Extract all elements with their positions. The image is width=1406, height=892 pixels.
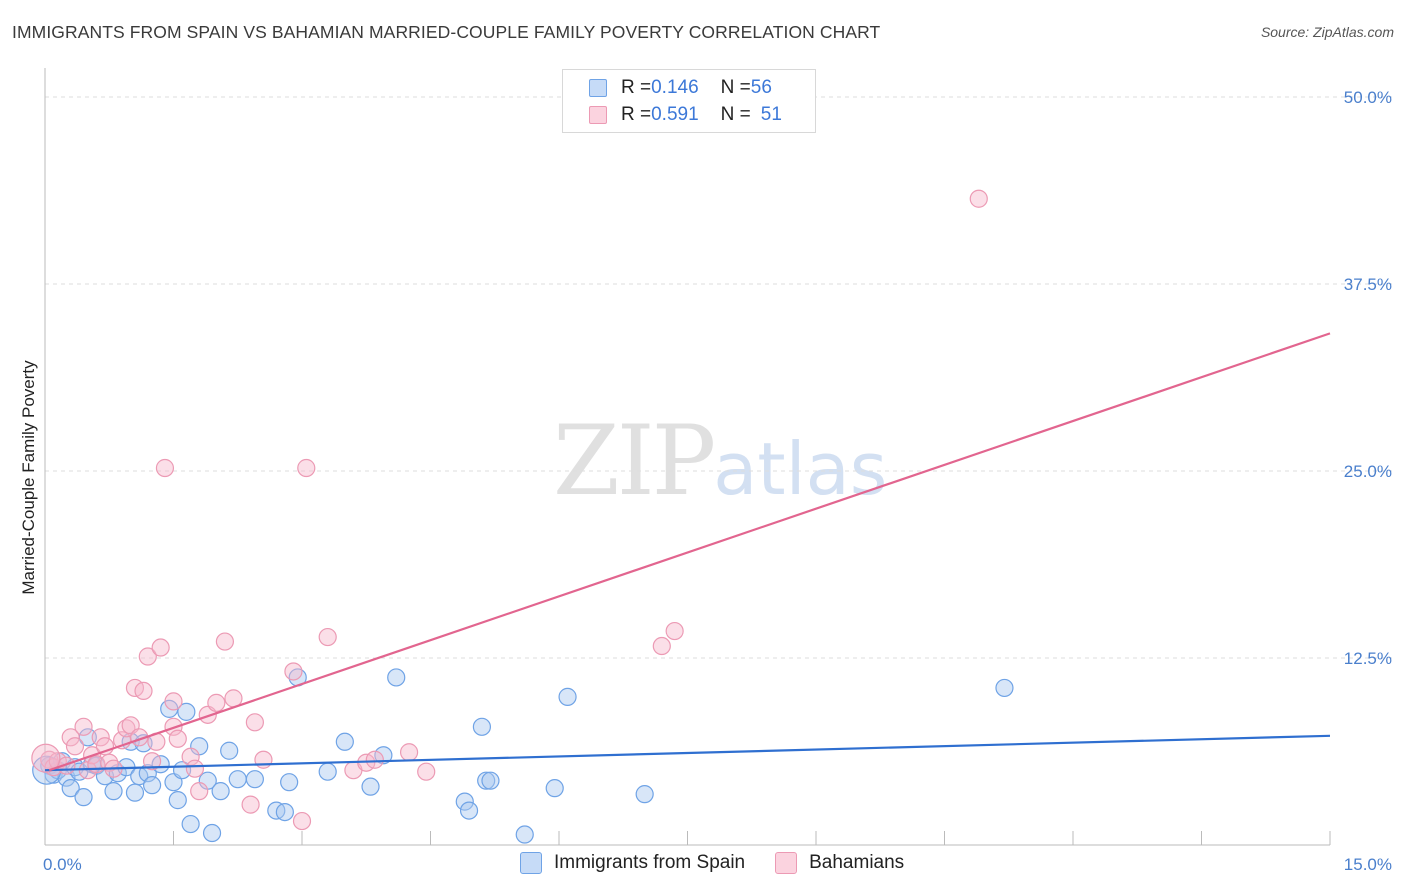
data-point-bahamians: [91, 728, 110, 747]
data-point-spain: [125, 783, 145, 802]
data-point-bahamians: [74, 717, 93, 736]
data-point-bahamians: [241, 795, 260, 814]
data-point-bahamians: [292, 811, 312, 831]
y-tick-label: 25.0%: [1344, 462, 1392, 481]
legend-r-value: 0.591: [651, 104, 699, 125]
data-point-spain: [318, 762, 337, 781]
data-point-bahamians: [254, 750, 273, 769]
data-point-bahamians: [134, 681, 153, 701]
data-point-spain: [202, 823, 222, 843]
data-point-bahamians: [318, 627, 337, 647]
data-point-spain: [74, 788, 93, 807]
data-point-spain: [472, 717, 491, 736]
series-swatch-spain: [520, 852, 542, 874]
series-label-spain: Immigrants from Spain: [554, 852, 746, 873]
data-point-spain: [168, 791, 187, 810]
legend-r-label: R =: [621, 104, 652, 125]
data-point-spain: [545, 779, 564, 798]
data-point-bahamians: [164, 692, 183, 711]
data-point-spain: [481, 771, 500, 790]
watermark-zip: ZIP: [553, 405, 716, 517]
data-point-bahamians: [185, 759, 205, 778]
data-point-bahamians: [665, 621, 684, 641]
trendline-bahamians: [48, 332, 1331, 772]
data-point-bahamians: [297, 458, 316, 478]
data-point-bahamians: [969, 189, 988, 208]
legend-n-value: 56: [750, 77, 772, 98]
data-point-spain: [228, 770, 247, 789]
correlation-legend: R = 0.146 N = 56 R = 0.591 N = 51: [562, 69, 816, 133]
data-point-bahamians: [207, 693, 226, 712]
y-tick-label: 37.5%: [1344, 275, 1392, 294]
series-legend: Immigrants from Spain Bahamians: [520, 852, 934, 874]
data-point-spain: [335, 732, 354, 751]
legend-r-label: R =: [621, 77, 652, 98]
data-point-spain: [138, 764, 157, 783]
data-point-bahamians: [142, 752, 162, 771]
x-tick-label: 0.0%: [43, 855, 82, 874]
legend-swatch-spain: [589, 79, 607, 97]
series-label-bahamians: Bahamians: [809, 852, 905, 873]
source-credit: Source: ZipAtlas.com: [1260, 24, 1394, 40]
data-point-bahamians: [652, 636, 671, 656]
data-point-spain: [995, 678, 1014, 698]
y-axis-label: Married-Couple Family Poverty: [19, 360, 38, 595]
data-point-spain: [387, 668, 406, 687]
data-point-spain: [181, 814, 200, 834]
data-point-bahamians: [190, 782, 209, 801]
y-tick-label: 12.5%: [1344, 649, 1392, 668]
data-point-spain: [61, 779, 80, 798]
data-point-spain: [275, 802, 294, 822]
data-point-bahamians: [365, 750, 384, 769]
data-point-bahamians: [215, 632, 234, 651]
series-legend-bahamians[interactable]: Bahamians: [775, 852, 904, 874]
data-point-bahamians: [61, 728, 80, 747]
data-point-spain: [142, 776, 162, 795]
watermark: ZIPatlas: [553, 405, 887, 517]
legend-r-value: 0.146: [651, 77, 699, 98]
trendline-spain: [44, 734, 1331, 772]
x-tick-label: 15.0%: [1344, 855, 1392, 874]
legend-row-spain: R = 0.146 N = 56: [589, 76, 772, 100]
data-point-bahamians: [245, 713, 264, 732]
data-point-bahamians: [168, 729, 187, 748]
data-point-bahamians: [399, 743, 419, 762]
legend-swatch-bahamians: [589, 106, 607, 124]
data-point-bahamians: [31, 743, 61, 773]
data-point-spain: [104, 782, 123, 801]
data-point-spain: [558, 687, 577, 706]
legend-n-label: N =: [720, 104, 751, 125]
legend-n-value: 51: [760, 104, 782, 125]
data-point-spain: [455, 792, 474, 811]
data-point-spain: [280, 773, 299, 792]
series-swatch-bahamians: [775, 852, 798, 874]
data-point-spain: [374, 746, 393, 765]
data-point-spain: [477, 771, 496, 790]
legend-row-bahamians: R = 0.591 N = 51: [589, 103, 782, 127]
data-point-bahamians: [155, 458, 175, 478]
data-point-bahamians: [151, 638, 170, 657]
data-point-bahamians: [65, 737, 85, 756]
data-point-spain: [177, 702, 196, 721]
data-point-spain: [635, 785, 654, 804]
data-point-spain: [459, 801, 479, 820]
data-point-spain: [245, 770, 264, 789]
data-point-spain: [220, 741, 239, 760]
data-point-bahamians: [417, 762, 436, 781]
data-point-spain: [515, 825, 534, 844]
data-point-bahamians: [138, 647, 157, 666]
chart-title: IMMIGRANTS FROM SPAIN VS BAHAMIAN MARRIE…: [12, 22, 881, 42]
y-tick-label: 50.0%: [1344, 88, 1392, 107]
series-legend-spain[interactable]: Immigrants from Spain: [520, 852, 745, 874]
data-point-spain: [361, 777, 380, 796]
data-point-spain: [211, 782, 230, 801]
legend-n-label: N =: [720, 77, 751, 98]
watermark-atlas: atlas: [713, 427, 888, 511]
data-point-bahamians: [284, 662, 303, 681]
